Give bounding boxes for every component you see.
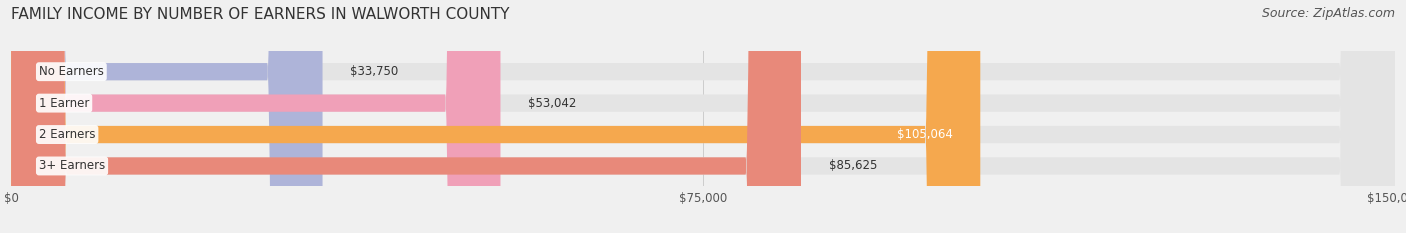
Text: 3+ Earners: 3+ Earners — [39, 159, 105, 172]
FancyBboxPatch shape — [11, 0, 1395, 233]
FancyBboxPatch shape — [11, 0, 801, 233]
Text: FAMILY INCOME BY NUMBER OF EARNERS IN WALWORTH COUNTY: FAMILY INCOME BY NUMBER OF EARNERS IN WA… — [11, 7, 510, 22]
FancyBboxPatch shape — [11, 0, 322, 233]
Text: $85,625: $85,625 — [828, 159, 877, 172]
Text: 1 Earner: 1 Earner — [39, 97, 90, 110]
Text: $105,064: $105,064 — [897, 128, 953, 141]
Text: 2 Earners: 2 Earners — [39, 128, 96, 141]
FancyBboxPatch shape — [11, 0, 980, 233]
FancyBboxPatch shape — [11, 0, 1395, 233]
Text: Source: ZipAtlas.com: Source: ZipAtlas.com — [1261, 7, 1395, 20]
Text: $33,750: $33,750 — [350, 65, 398, 78]
Text: $53,042: $53,042 — [529, 97, 576, 110]
Text: No Earners: No Earners — [39, 65, 104, 78]
FancyBboxPatch shape — [11, 0, 1395, 233]
FancyBboxPatch shape — [11, 0, 501, 233]
FancyBboxPatch shape — [11, 0, 1395, 233]
